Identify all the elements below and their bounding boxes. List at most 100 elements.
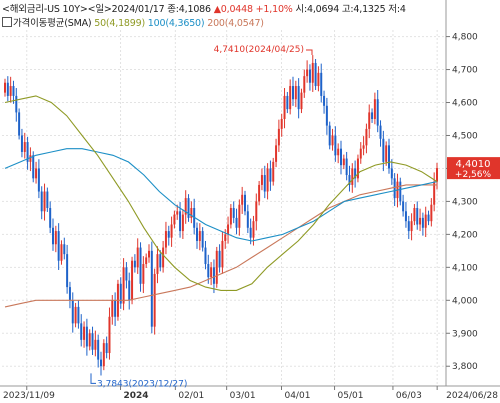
high-marker [306, 49, 313, 56]
candle-body [119, 283, 122, 304]
chart-header: <해외금리-US 10Y><일>2024/01/17 종:4,1086 ▲0,0… [2, 1, 406, 15]
sma50-line [4, 95, 438, 291]
candle-body [74, 306, 77, 324]
candle-body [410, 221, 413, 232]
candle-body [317, 72, 320, 87]
candle-body [294, 86, 297, 100]
candle-body [133, 260, 136, 268]
candle-body [373, 99, 376, 119]
candle-body [227, 224, 230, 235]
candle-body [416, 208, 419, 225]
candle-body [266, 168, 269, 192]
candle-body [49, 208, 52, 228]
candle-body [229, 208, 232, 225]
candle-body [94, 339, 97, 350]
y-tick-label: 4,500 [452, 131, 478, 141]
candle-body [365, 128, 368, 146]
candle-body [362, 145, 365, 149]
candle-body [354, 168, 357, 179]
candle-body [20, 135, 23, 152]
low-marker [90, 373, 96, 384]
candle-body [356, 158, 359, 179]
candle-body [292, 86, 294, 100]
candle-body [26, 142, 29, 162]
candle-body [105, 343, 108, 354]
candle-body [4, 82, 6, 93]
candle-body [421, 217, 424, 228]
candle-body [252, 221, 255, 238]
candle-body [407, 221, 410, 232]
candle-body [340, 148, 342, 166]
y-tick-label: 3,900 [452, 329, 478, 339]
candle-body [427, 214, 430, 222]
candle-body [156, 254, 159, 274]
candle-body [215, 250, 218, 284]
candle-body [334, 135, 337, 156]
y-tick-label: 4,600 [452, 99, 478, 109]
candle-body [260, 175, 263, 185]
candle-body [91, 333, 94, 350]
candle-body [43, 191, 46, 212]
candle-body [303, 76, 306, 93]
candle-body [66, 254, 69, 288]
high-annotation: 4,7410(2024/04/25) [214, 45, 304, 55]
candle-body [88, 333, 91, 347]
candle-body [190, 208, 193, 218]
candle-body [32, 155, 35, 179]
candle-body [393, 178, 396, 199]
candle-body [351, 168, 354, 185]
candle-body [413, 208, 416, 222]
y-tick-label: 4,200 [452, 230, 478, 240]
candle-body [164, 231, 167, 248]
x-tick-label: 06/03 [396, 391, 422, 401]
candle-body [136, 247, 139, 268]
candle-body [196, 227, 198, 241]
candle-body [388, 145, 390, 169]
candle-body [210, 267, 213, 278]
candle-body [181, 214, 184, 232]
candle-body [433, 181, 436, 205]
sma-legend: 가격이동평균(SMA) 50(4,1899) 100(4,3650) 200(4… [2, 15, 264, 29]
candle-body [204, 247, 207, 265]
candle-body [337, 148, 340, 156]
low-annotation: 3,7843(2023/12/27) [97, 379, 187, 389]
candle-body [218, 250, 221, 268]
candle-body [68, 287, 71, 301]
candle-body [207, 264, 210, 278]
candle-body [402, 201, 405, 212]
candle-body [272, 161, 275, 182]
candle-body [390, 168, 393, 179]
candle-body [83, 326, 86, 340]
candle-body [258, 184, 261, 202]
candle-body [320, 72, 323, 96]
candle-body [328, 125, 331, 146]
candle-body [71, 300, 74, 324]
candle-body [238, 204, 241, 228]
candle-body [102, 343, 105, 367]
legend-toggle-icon[interactable] [2, 17, 12, 27]
header-title: <해외금리-US 10Y> [2, 4, 88, 15]
candle-body [359, 148, 362, 159]
candle-body [201, 231, 204, 248]
header-low: 저:4 [388, 4, 406, 15]
candle-body [399, 181, 402, 202]
candle-body [198, 231, 201, 241]
candle-body [430, 204, 433, 222]
candle-body [128, 280, 131, 301]
candle-body [232, 208, 235, 218]
legend-title: 가격이동평균(SMA) [13, 18, 92, 29]
candle-body [37, 168, 40, 192]
candle-body [142, 264, 145, 284]
candle-body [29, 155, 32, 162]
candle-body [54, 231, 57, 245]
y-tick-label: 4,300 [452, 197, 478, 207]
candle-body [162, 247, 165, 268]
x-tick-label: 2024/06/28 [446, 391, 498, 401]
candle-body [255, 201, 258, 222]
candle-body [342, 158, 345, 166]
candle-body [108, 316, 111, 354]
candle-body [331, 135, 334, 146]
candle-body [12, 86, 15, 96]
candle-body [193, 208, 196, 228]
